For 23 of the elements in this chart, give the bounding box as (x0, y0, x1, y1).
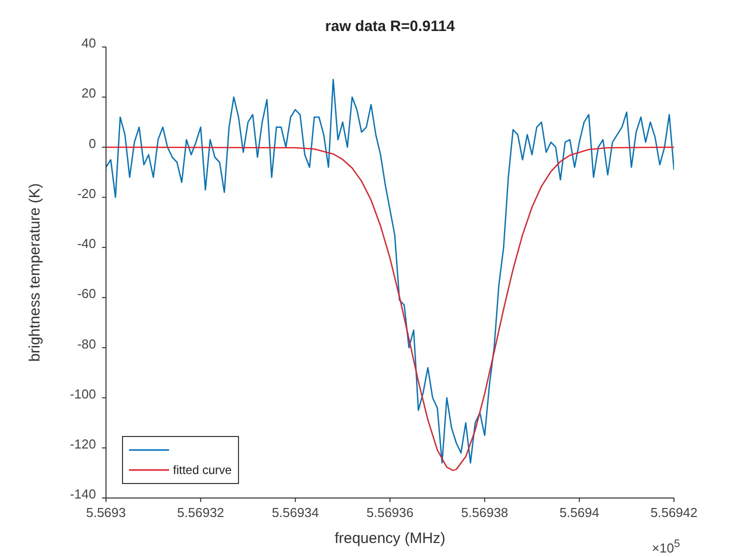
y-tick-label: 40 (82, 36, 96, 51)
x-tick-label: 5.5694 (559, 505, 600, 520)
x-tick-label: 5.56942 (650, 505, 698, 520)
y-tick-label: -40 (77, 236, 96, 252)
y-axis-title: brightness temperature (K) (26, 183, 44, 362)
legend-box: fitted curve (122, 436, 239, 484)
chart-title: raw data R=0.9114 (324, 18, 456, 35)
y-tick-label: -120 (70, 436, 96, 452)
y-tick-label: 0 (88, 136, 96, 151)
y-tick-label: -80 (77, 336, 96, 352)
x-axis-title: frequency (MHz) (334, 530, 446, 547)
legend-label: fitted curve (173, 463, 232, 477)
y-tick-label: -60 (77, 286, 96, 302)
x-tick-label: 5.56936 (366, 505, 414, 520)
x-tick-label: 5.56938 (461, 505, 508, 520)
y-tick-label: 20 (82, 86, 96, 101)
x-tick-label: 5.56932 (177, 505, 224, 520)
y-tick-label: -140 (70, 486, 96, 502)
y-tick-label: -100 (70, 386, 96, 402)
y-tick-label: -20 (77, 186, 96, 201)
x-tick-label: 5.56934 (272, 505, 319, 520)
x-tick-label: 5.5693 (86, 505, 126, 520)
text: ×10$^{5}$ (652, 538, 680, 556)
